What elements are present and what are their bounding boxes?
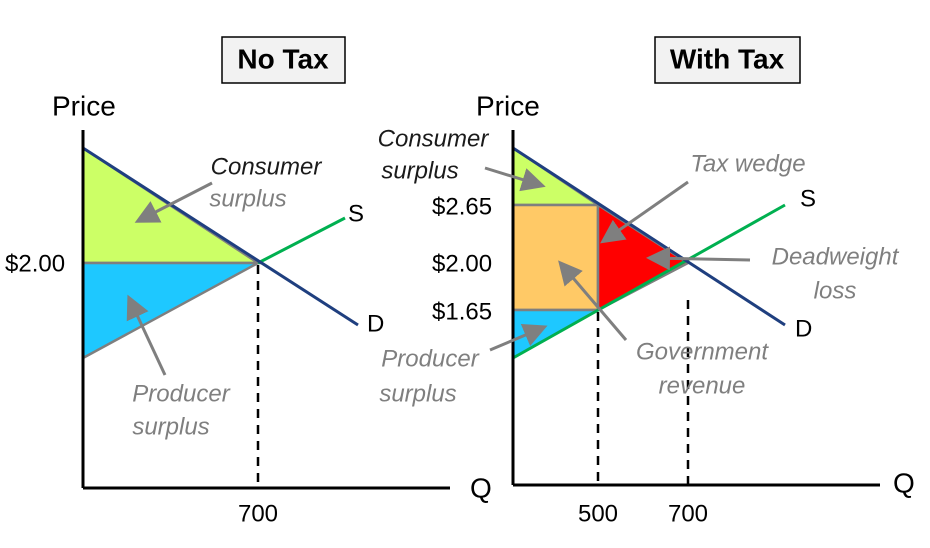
arrow bbox=[558, 260, 628, 341]
arrow bbox=[484, 166, 546, 192]
y-axis-label: Price bbox=[476, 90, 540, 121]
arrow bbox=[646, 246, 751, 271]
panel-no-tax: No Tax Price Q $2.00 700 S D Consumer su… bbox=[5, 36, 492, 527]
annotation: Producer bbox=[381, 345, 479, 372]
quantity-label: 700 bbox=[668, 500, 708, 527]
y-axis-label: Price bbox=[52, 90, 116, 121]
arrow bbox=[489, 323, 548, 352]
annotation: Producer bbox=[132, 380, 230, 407]
annotation: Tax wedge bbox=[690, 150, 805, 177]
curve-label: S bbox=[800, 185, 816, 212]
demand-curve bbox=[82, 146, 359, 327]
quantity-label: 500 bbox=[578, 500, 618, 527]
x-axis-label: Q bbox=[893, 467, 915, 498]
quantity-label: 700 bbox=[238, 500, 278, 527]
annotation: surplus bbox=[209, 185, 286, 212]
panel-with-tax: With Tax Price Q $2.65 $2.00 $1.65 500 7… bbox=[378, 36, 915, 527]
annotation: Deadweight bbox=[772, 243, 900, 270]
annotation: Consumer bbox=[378, 125, 490, 152]
annotation: Government bbox=[636, 338, 769, 365]
price-label: $2.00 bbox=[5, 250, 65, 277]
price-label: $2.65 bbox=[432, 193, 492, 220]
title-box bbox=[654, 36, 801, 84]
annotation: surplus bbox=[381, 157, 458, 184]
arrow bbox=[134, 181, 213, 223]
annotation: surplus bbox=[132, 413, 209, 440]
arrow bbox=[600, 180, 689, 244]
demand-curve bbox=[512, 146, 786, 327]
producer-surplus-area bbox=[81, 261, 259, 361]
annotation: loss bbox=[814, 277, 857, 304]
annotation: revenue bbox=[659, 372, 746, 399]
price-label: $1.65 bbox=[432, 298, 492, 325]
supply-curve bbox=[257, 216, 346, 265]
title-box bbox=[221, 36, 346, 84]
curve-label: D bbox=[795, 315, 812, 342]
supply-curve bbox=[512, 203, 786, 360]
arrow bbox=[126, 294, 167, 376]
annotation: Consumer bbox=[211, 153, 323, 180]
panel-title: No Tax bbox=[237, 43, 329, 74]
curve-label: D bbox=[367, 310, 384, 337]
curve-label: S bbox=[348, 200, 364, 227]
x-axis-label: Q bbox=[470, 472, 492, 503]
panel-title: With Tax bbox=[670, 43, 785, 74]
price-label: $2.00 bbox=[432, 250, 492, 277]
annotation: surplus bbox=[379, 380, 456, 407]
